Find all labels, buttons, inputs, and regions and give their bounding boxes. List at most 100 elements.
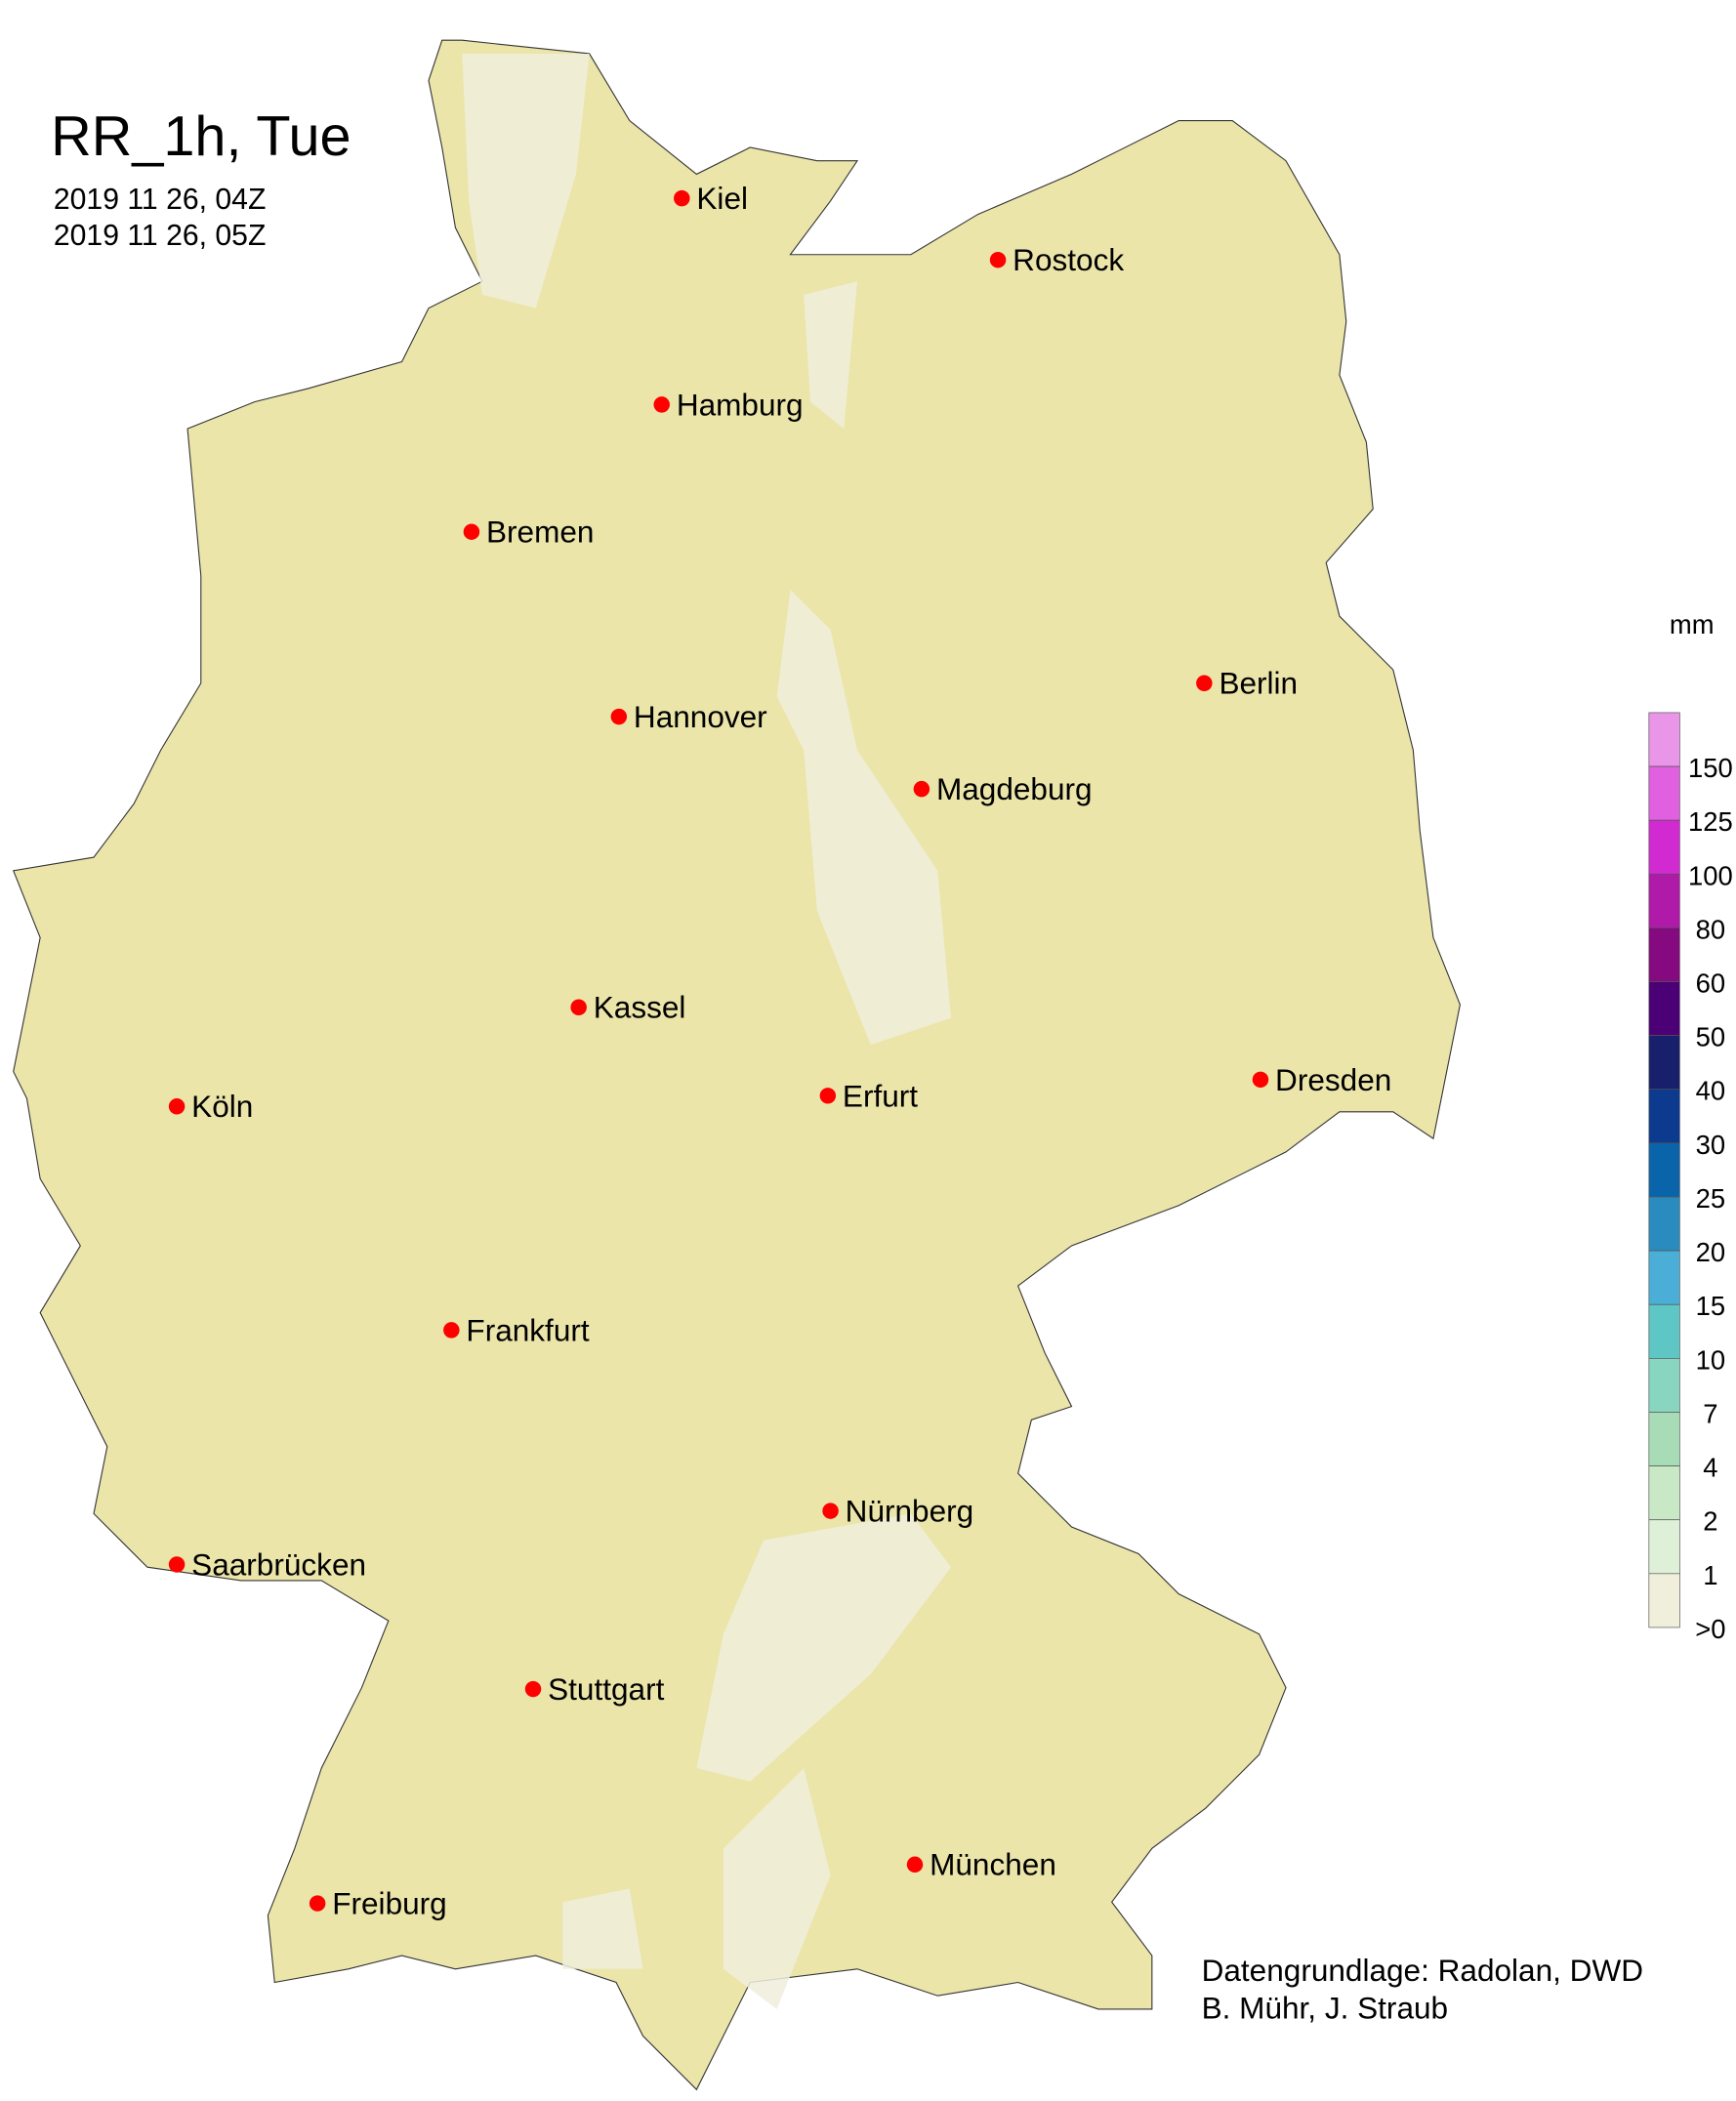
city-marker-icon bbox=[168, 1556, 186, 1573]
city-kassel: Kassel bbox=[570, 990, 685, 1025]
legend-label: 60 bbox=[1696, 968, 1726, 999]
city-label: Rostock bbox=[1013, 242, 1124, 277]
city-hannover: Hannover bbox=[610, 699, 767, 734]
city-label: Berlin bbox=[1219, 666, 1298, 701]
legend-swatch bbox=[1648, 765, 1680, 821]
legend-swatch bbox=[1648, 1250, 1680, 1305]
legend-swatch bbox=[1648, 1412, 1680, 1466]
city-marker-icon bbox=[443, 1322, 460, 1339]
city-marker-icon bbox=[168, 1098, 186, 1115]
legend-label: 10 bbox=[1696, 1344, 1726, 1375]
city-bremen: Bremen bbox=[463, 515, 594, 550]
legend-swatch bbox=[1648, 981, 1680, 1036]
period-start: 2019 11 26, 04Z bbox=[54, 184, 267, 216]
city-marker-icon bbox=[610, 708, 628, 725]
legend-swatch bbox=[1648, 1519, 1680, 1575]
city-label: Frankfurt bbox=[466, 1312, 589, 1347]
legend-label: 150 bbox=[1688, 753, 1733, 783]
legend-swatch bbox=[1648, 1089, 1680, 1144]
legend-label: >0 bbox=[1695, 1614, 1725, 1644]
rain-area bbox=[462, 53, 590, 309]
rain-area bbox=[776, 589, 952, 1046]
credit-data-source: Datengrundlage: Radolan, DWD bbox=[1202, 1953, 1643, 1988]
rain-area bbox=[696, 1513, 952, 1782]
city-marker-icon bbox=[989, 251, 1007, 268]
germany-land bbox=[12, 39, 1461, 2091]
legend-swatch bbox=[1648, 819, 1680, 875]
city-label: Erfurt bbox=[843, 1078, 918, 1113]
legend-swatch bbox=[1648, 873, 1680, 928]
legend-swatch bbox=[1648, 1465, 1680, 1521]
city-saarbrücken: Saarbrücken bbox=[168, 1546, 366, 1582]
legend-swatch bbox=[1648, 1303, 1680, 1359]
city-label: Hannover bbox=[634, 699, 767, 734]
city-label: Köln bbox=[191, 1089, 253, 1124]
city-label: München bbox=[930, 1847, 1056, 1882]
city-rostock: Rostock bbox=[989, 242, 1124, 277]
color-legend: mm 150 125 100 80 60 50 40 30 25 20 15 10 7 4 2 1 >0 bbox=[1648, 609, 1733, 1644]
city-label: Saarbrücken bbox=[191, 1546, 366, 1582]
city-label: Kiel bbox=[696, 181, 748, 216]
city-label: Hamburg bbox=[677, 387, 804, 422]
rain-area bbox=[723, 1768, 831, 2009]
legend-label: 4 bbox=[1703, 1453, 1717, 1483]
legend-label: 30 bbox=[1696, 1130, 1726, 1160]
city-marker-icon bbox=[524, 1680, 542, 1698]
map-title: RR_1h, Tue bbox=[51, 105, 351, 168]
city-dresden: Dresden bbox=[1252, 1062, 1391, 1097]
legend-label: 20 bbox=[1696, 1237, 1726, 1267]
city-label: Freiburg bbox=[332, 1886, 446, 1921]
city-hamburg: Hamburg bbox=[653, 387, 804, 422]
legend-swatch bbox=[1648, 1358, 1680, 1413]
legend-unit: mm bbox=[1670, 609, 1715, 639]
period-end: 2019 11 26, 05Z bbox=[54, 220, 267, 252]
city-marker-icon bbox=[906, 1856, 924, 1874]
city-münchen: München bbox=[906, 1847, 1056, 1882]
legend-label: 15 bbox=[1696, 1291, 1726, 1321]
city-kiel: Kiel bbox=[674, 181, 748, 216]
city-frankfurt: Frankfurt bbox=[443, 1312, 590, 1347]
rain-area bbox=[804, 281, 858, 430]
city-marker-icon bbox=[1252, 1071, 1269, 1089]
legend-label: 80 bbox=[1696, 914, 1726, 944]
legend-label: 100 bbox=[1688, 860, 1733, 890]
city-magdeburg: Magdeburg bbox=[913, 771, 1093, 806]
legend-swatch bbox=[1648, 1035, 1680, 1091]
city-label: Nürnberg bbox=[846, 1494, 974, 1529]
city-marker-icon bbox=[1196, 675, 1213, 691]
legend-swatch bbox=[1648, 1142, 1680, 1198]
city-label: Magdeburg bbox=[936, 771, 1093, 806]
city-label: Kassel bbox=[594, 990, 686, 1025]
city-marker-icon bbox=[822, 1503, 839, 1519]
legend-label: 25 bbox=[1696, 1183, 1726, 1214]
city-label: Dresden bbox=[1275, 1062, 1391, 1097]
city-köln: Köln bbox=[168, 1089, 253, 1124]
city-nürnberg: Nürnberg bbox=[822, 1494, 973, 1529]
legend-swatch bbox=[1648, 712, 1680, 767]
city-erfurt: Erfurt bbox=[819, 1078, 918, 1113]
city-freiburg: Freiburg bbox=[309, 1886, 447, 1921]
city-marker-icon bbox=[463, 523, 480, 540]
city-markers: Kiel Rostock Hamburg Bremen Berlin Hannover Ma… bbox=[168, 181, 1391, 1921]
city-marker-icon bbox=[570, 999, 587, 1015]
city-berlin: Berlin bbox=[1196, 666, 1298, 701]
city-marker-icon bbox=[653, 396, 670, 413]
legend-label: 50 bbox=[1696, 1022, 1726, 1052]
legend-swatch bbox=[1648, 1573, 1680, 1628]
city-label: Stuttgart bbox=[548, 1671, 664, 1707]
legend-label: 2 bbox=[1703, 1506, 1717, 1537]
legend-swatch bbox=[1648, 927, 1680, 982]
legend-label: 7 bbox=[1703, 1398, 1717, 1428]
city-marker-icon bbox=[913, 780, 930, 798]
city-marker-icon bbox=[819, 1088, 837, 1104]
city-label: Bremen bbox=[486, 515, 594, 550]
credit-authors: B. Mühr, J. Straub bbox=[1202, 1991, 1448, 2026]
legend-label: 40 bbox=[1696, 1076, 1726, 1106]
germany-outline bbox=[12, 39, 1461, 2091]
city-marker-icon bbox=[674, 189, 690, 207]
legend-label: 1 bbox=[1703, 1560, 1717, 1590]
city-marker-icon bbox=[309, 1895, 326, 1912]
legend-label: 125 bbox=[1688, 806, 1733, 837]
city-stuttgart: Stuttgart bbox=[524, 1671, 665, 1707]
